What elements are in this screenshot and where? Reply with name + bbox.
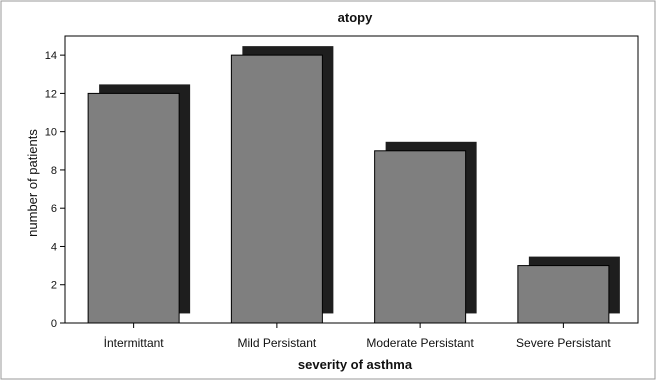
y-tick-label: 12 <box>45 88 57 100</box>
bar <box>517 265 610 324</box>
y-axis-label: number of patients <box>25 129 40 237</box>
x-axis: İntermittant Mild Persistant Moderate Pers… <box>104 323 611 350</box>
bar <box>87 92 180 324</box>
y-tick-label: 8 <box>51 165 57 177</box>
bar <box>374 150 467 324</box>
y-tick-label: 2 <box>51 280 57 292</box>
y-axis: 0 2 4 6 8 10 12 14 <box>45 50 65 330</box>
y-tick-label: 14 <box>45 50 57 62</box>
x-tick-label: Severe Persistant <box>516 336 611 350</box>
y-tick-label: 6 <box>51 203 57 215</box>
y-tick-label: 4 <box>51 241 57 253</box>
x-tick-label: Mild Persistant <box>238 336 317 350</box>
x-tick-label: Moderate Persistant <box>366 336 474 350</box>
bars-group <box>87 46 620 324</box>
chart-title: atopy <box>338 10 373 25</box>
y-tick-label: 0 <box>51 318 57 330</box>
x-axis-label: severity of asthma <box>298 357 413 372</box>
y-tick-label: 10 <box>45 127 57 139</box>
bar <box>230 54 323 324</box>
x-tick-label: İntermittant <box>104 336 165 350</box>
